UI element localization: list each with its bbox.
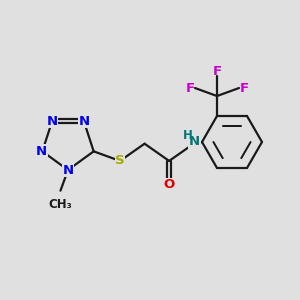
Text: F: F: [212, 64, 222, 77]
Text: H: H: [183, 129, 193, 142]
Text: CH₃: CH₃: [49, 198, 72, 211]
Text: S: S: [115, 154, 125, 167]
Text: N: N: [189, 135, 200, 148]
Text: F: F: [185, 82, 195, 94]
Text: O: O: [164, 178, 175, 191]
Text: F: F: [239, 82, 249, 94]
Text: N: N: [78, 115, 89, 128]
Text: N: N: [46, 115, 58, 128]
Text: N: N: [62, 164, 74, 176]
Text: N: N: [36, 145, 47, 158]
